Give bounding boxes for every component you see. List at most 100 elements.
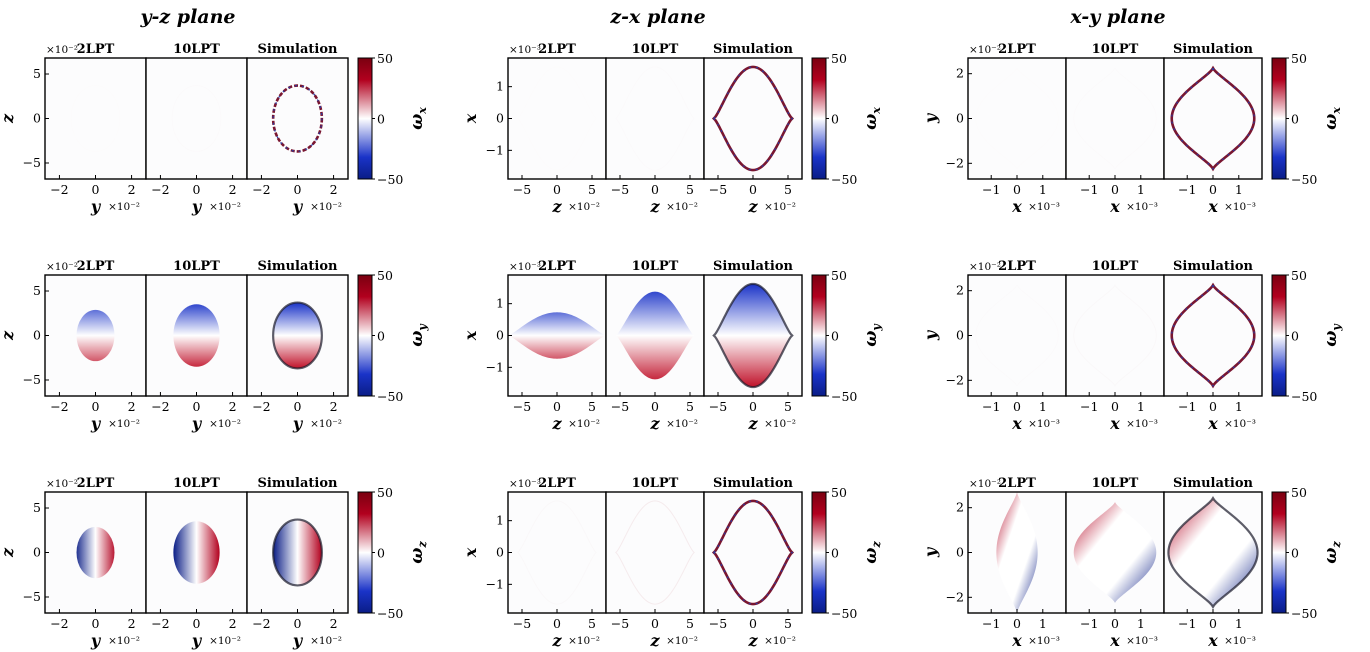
x-tick-label: 0 [651, 616, 659, 631]
subplot-bg [1066, 58, 1164, 179]
x-tick-label: 1 [1039, 182, 1047, 197]
x-tick-label: −1 [1080, 182, 1098, 197]
x-tick-label: 5 [686, 182, 694, 197]
subplot-title-10lpt: 10LPT [1092, 259, 1139, 274]
x-tick-label: 0 [651, 399, 659, 414]
subplot-title-2lpt: 2LPT [538, 42, 576, 57]
x-tick-label: 1 [1137, 399, 1145, 414]
subplot-title-simulation: Simulation [258, 259, 339, 274]
x-tick-label: 2 [128, 616, 136, 631]
x-tick-label: 2 [330, 182, 338, 197]
y-multiplier: ×10⁻³ [509, 261, 541, 273]
colorbar-label: ωz [861, 541, 883, 564]
column-title-xy: x-y plane [1069, 6, 1165, 28]
y-axis-label: x [461, 547, 480, 558]
vorticity-shell [517, 500, 597, 605]
x-multiplier: ×10⁻³ [1224, 201, 1256, 213]
subplot-bg [968, 275, 1066, 396]
x-axis-label: x [1207, 631, 1218, 650]
y-tick-label: 1 [496, 79, 504, 94]
x-tick-label: −5 [513, 399, 531, 414]
x-multiplier: ×10⁻² [764, 201, 796, 213]
x-tick-label: −5 [513, 616, 531, 631]
colorbar-tick-label: 50 [831, 268, 847, 283]
x-tick-label: −5 [611, 616, 629, 631]
x-tick-label: 0 [1111, 399, 1119, 414]
x-axis-label: x [1011, 197, 1022, 216]
x-tick-label: 0 [749, 616, 757, 631]
vorticity-field [273, 519, 322, 586]
vorticity-shell-neg [1171, 283, 1255, 388]
y-tick-label: 0 [33, 545, 41, 560]
x-multiplier: ×10⁻² [108, 635, 140, 647]
y-tick-label: 2 [956, 283, 964, 298]
x-axis-label: x [1011, 631, 1022, 650]
x-axis-label: x [1207, 197, 1218, 216]
x-tick-label: 0 [294, 399, 302, 414]
x-tick-label: 0 [553, 182, 561, 197]
x-multiplier: ×10⁻² [310, 635, 342, 647]
colorbar [1271, 57, 1287, 180]
x-tick-label: 0 [1013, 616, 1021, 631]
subplot-title-2lpt: 2LPT [998, 476, 1036, 491]
colorbar-tick-label: 50 [377, 268, 393, 283]
x-tick-label: 0 [1111, 182, 1119, 197]
panel-row-2-xy: 2LPT −1 0 1 x ×10⁻³ 10LPT −1 0 1 x ×10⁻³ Simulation −… [921, 259, 1343, 433]
colorbar-label: ωx [407, 107, 429, 130]
y-tick-label: −1 [486, 359, 504, 374]
subplot-bg [968, 58, 1066, 179]
x-axis-label: z [649, 631, 660, 650]
x-tick-label: 2 [330, 616, 338, 631]
x-tick-label: −5 [611, 182, 629, 197]
colorbar-tick-label: 0 [377, 546, 385, 561]
y-tick-label: 1 [496, 296, 504, 311]
subplot-bg [508, 492, 606, 613]
x-tick-label: 0 [193, 616, 201, 631]
colorbar-label: ωx [861, 107, 883, 130]
x-axis-label: y [292, 197, 304, 216]
x-tick-label: −1 [982, 182, 1000, 197]
x-axis-label: z [747, 414, 758, 433]
x-multiplier: ×10⁻³ [1126, 201, 1158, 213]
colorbar-tick-label: −50 [831, 172, 857, 187]
x-tick-label: 1 [1137, 616, 1145, 631]
subplot-title-simulation: Simulation [258, 476, 339, 491]
x-tick-label: 5 [588, 182, 596, 197]
subplot-bg [508, 58, 606, 179]
vorticity-edge [1167, 495, 1259, 610]
subplot-title-simulation: Simulation [1173, 476, 1254, 491]
x-tick-label: 2 [229, 616, 237, 631]
x-axis-label: x [1011, 414, 1022, 433]
x-tick-label: 0 [1209, 616, 1217, 631]
x-tick-label: −5 [611, 399, 629, 414]
x-tick-label: 1 [1039, 399, 1047, 414]
y-multiplier: ×10⁻² [969, 44, 1001, 56]
x-axis-label: y [292, 631, 304, 650]
subplot-title-2lpt: 2LPT [538, 476, 576, 491]
colorbar-tick-label: 50 [831, 51, 847, 66]
colorbar [811, 274, 827, 397]
x-axis-label: z [747, 197, 758, 216]
y-tick-label: 0 [496, 111, 504, 126]
vorticity-field [76, 309, 115, 362]
x-multiplier: ×10⁻³ [1028, 201, 1060, 213]
y-axis-label: z [0, 113, 17, 124]
x-tick-label: 5 [784, 399, 792, 414]
x-tick-label: −1 [1178, 399, 1196, 414]
y-tick-label: 2 [956, 500, 964, 515]
vorticity-field [1168, 498, 1258, 607]
subplot-title-10lpt: 10LPT [632, 42, 679, 57]
x-tick-label: 0 [294, 182, 302, 197]
x-tick-label: 5 [686, 399, 694, 414]
x-axis-label: x [1109, 197, 1120, 216]
colorbar-tick-label: 0 [831, 546, 839, 561]
x-multiplier: ×10⁻² [568, 635, 600, 647]
subplot-title-10lpt: 10LPT [1092, 476, 1139, 491]
x-tick-label: −5 [709, 182, 727, 197]
x-axis-label: x [1109, 414, 1120, 433]
x-tick-label: 2 [330, 399, 338, 414]
colorbar [357, 57, 373, 180]
x-axis-label: y [90, 631, 102, 650]
subplot-title-10lpt: 10LPT [632, 476, 679, 491]
